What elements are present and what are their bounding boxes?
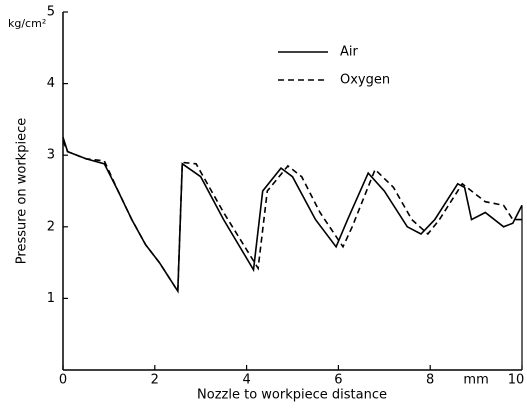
x-tick-label: 8 — [426, 373, 434, 388]
line-series — [62, 137, 523, 294]
x-tick-label: 2 — [151, 373, 159, 388]
legend-label: Air — [340, 45, 359, 60]
y-unit: kg/cm² — [8, 17, 46, 30]
y-tick-label: 1 — [47, 291, 55, 306]
x-tick-label: 6 — [334, 373, 342, 388]
y-axis-label: Pressure on workpiece — [15, 118, 30, 264]
legend-label: Oxygen — [340, 73, 390, 88]
y-tick-label: 4 — [47, 76, 55, 91]
x-tick-label: 10 — [508, 373, 525, 388]
y-tick-label: 5 — [47, 5, 55, 20]
y-tick-label: 3 — [47, 148, 55, 163]
x-axis-label: Nozzle to workpiece distance — [197, 388, 387, 403]
y-tick-label: 2 — [47, 219, 55, 234]
x-unit: mm — [463, 373, 488, 388]
line-series — [62, 140, 522, 294]
x-tick-label: 4 — [242, 373, 250, 388]
x-tick-label: 0 — [59, 373, 67, 388]
